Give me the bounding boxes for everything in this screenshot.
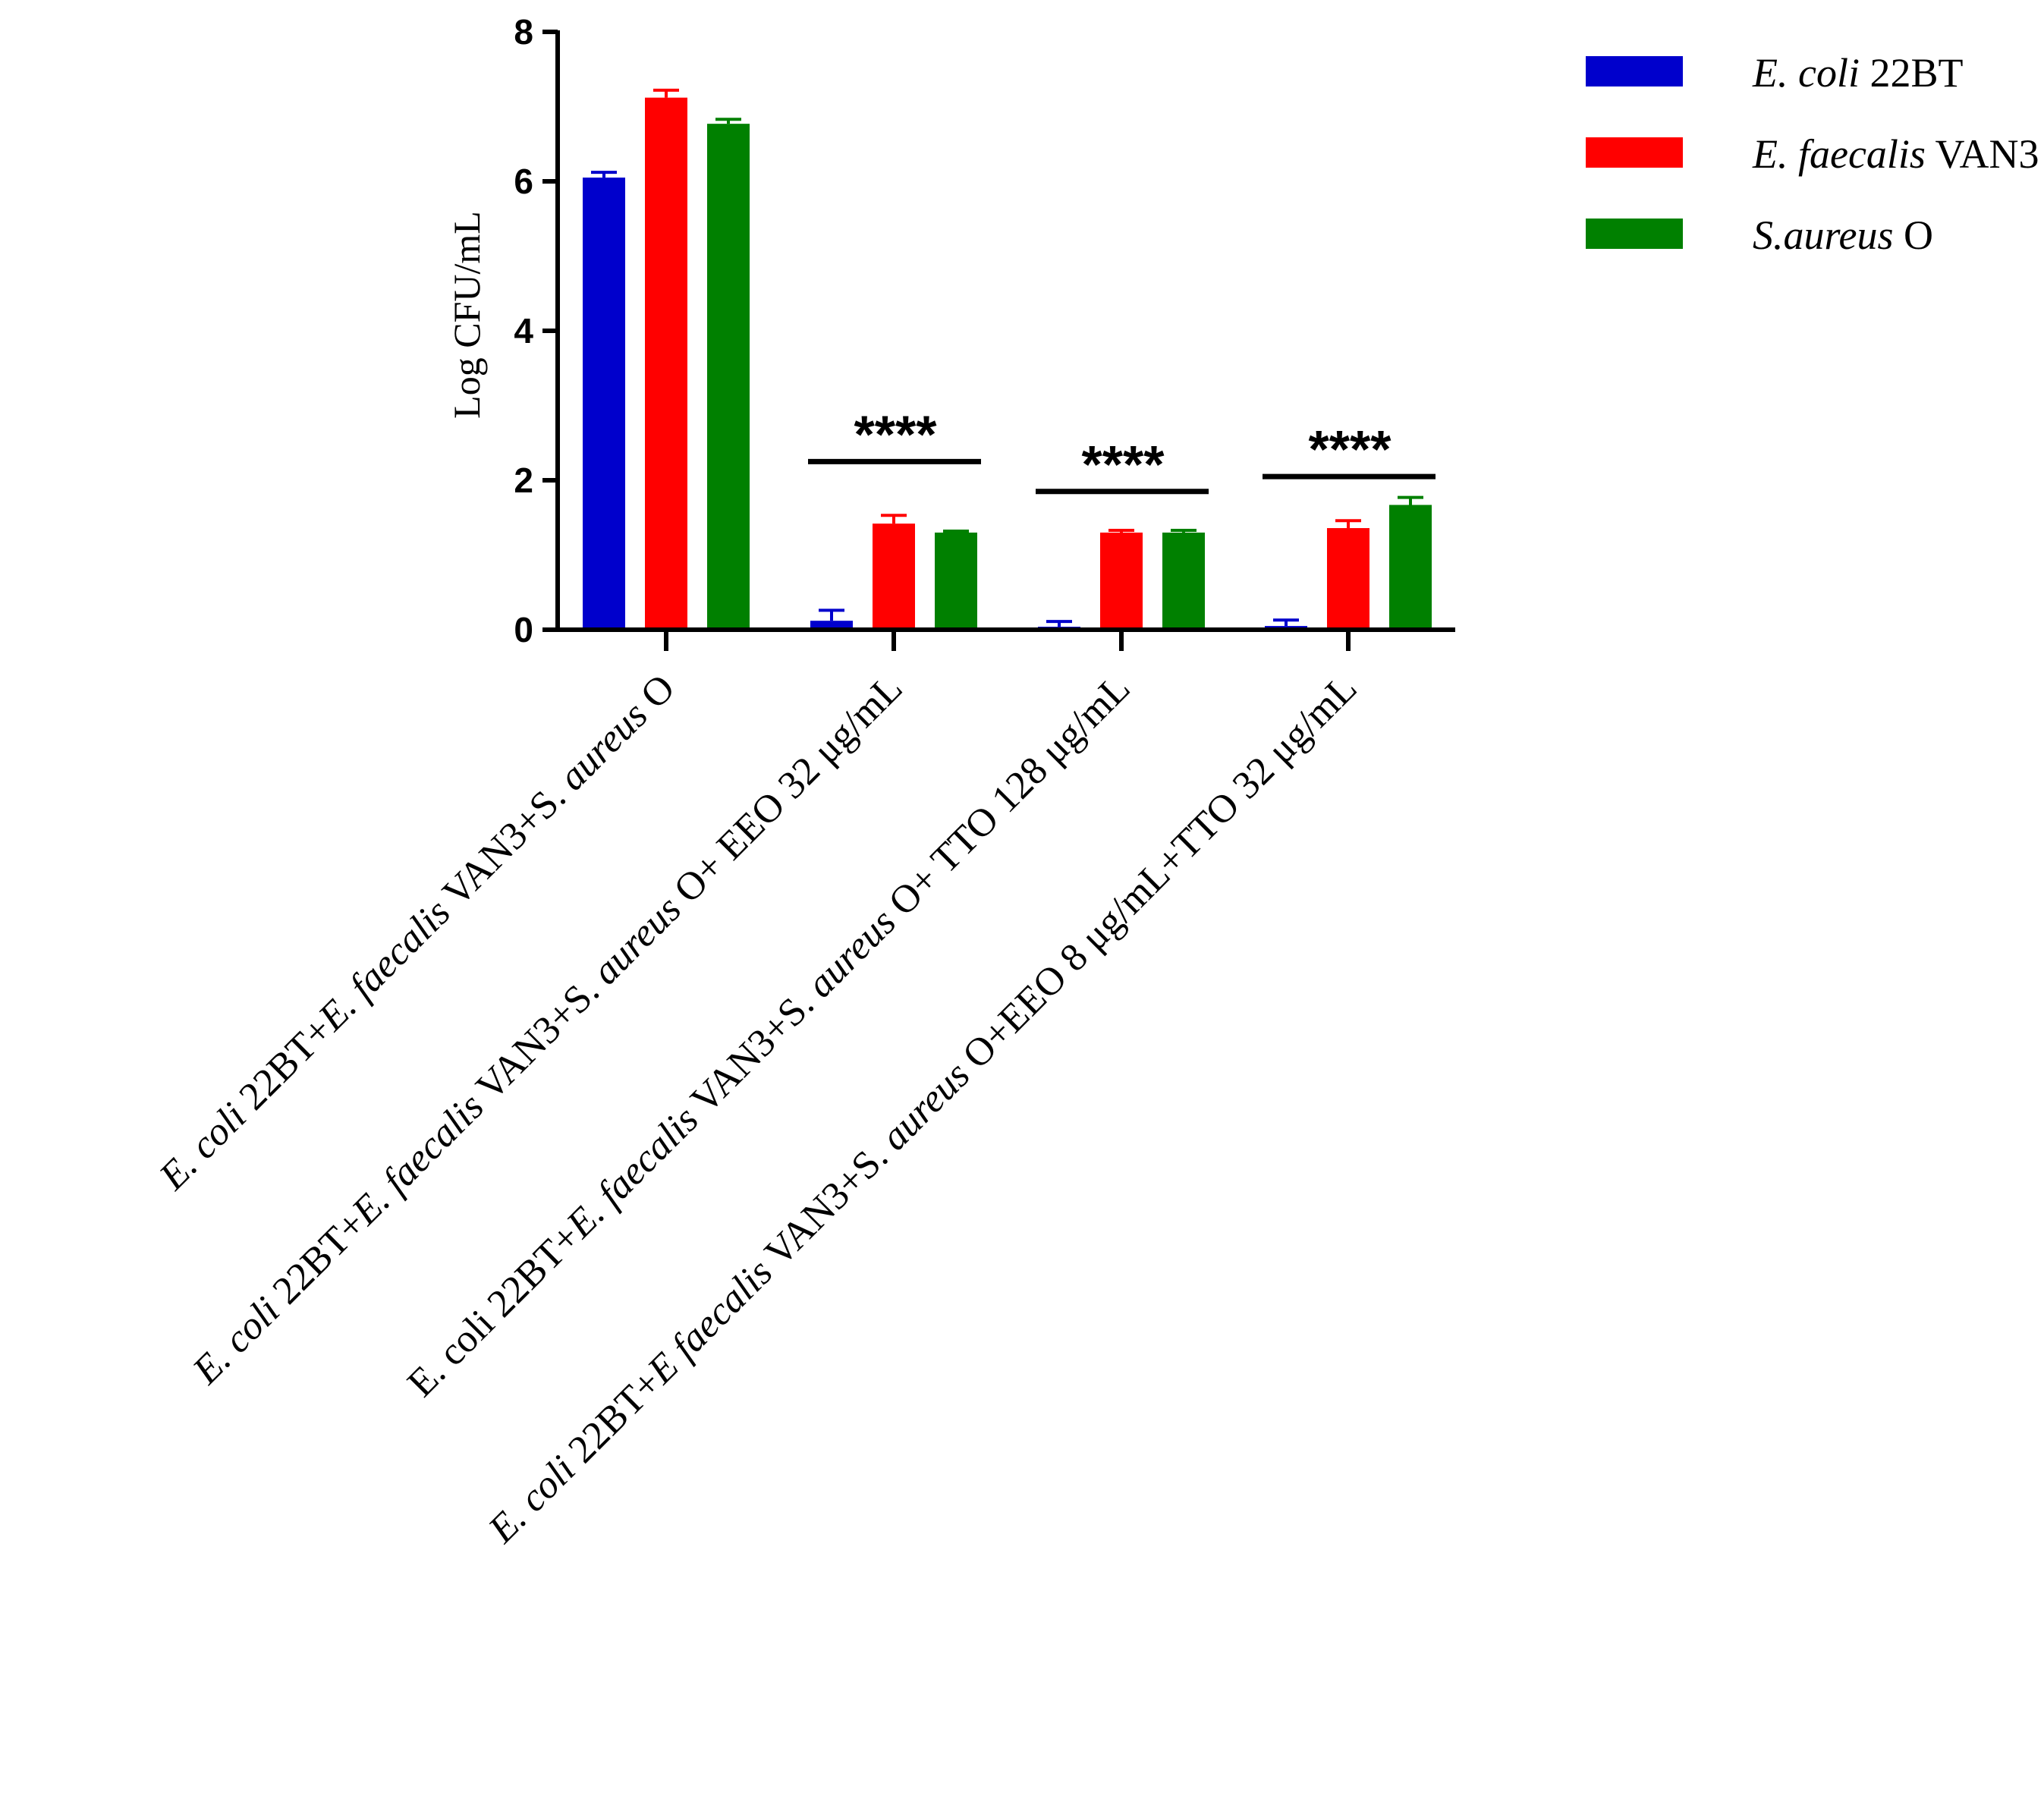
x-tick-label-part: VAN3+S. [750, 1128, 904, 1281]
legend-label: E. faecalis VAN3 [1752, 131, 2039, 177]
significance-label: **** [1082, 435, 1165, 494]
legend-label: E. coli 22BT [1752, 50, 1963, 96]
x-tick-label-part: E. faecalis [343, 1085, 492, 1234]
x-tick-label-part: VAN3+S. [428, 769, 581, 922]
x-tick-label-part: VAN3+S. [676, 976, 829, 1129]
bar [810, 621, 853, 630]
x-tick-label-part: aureus [873, 1053, 978, 1159]
legend-label-italic: E. coli [1752, 50, 1860, 96]
x-tick-label-part: 22BT+ [257, 1203, 374, 1319]
legend-label-italic: E. faecalis [1752, 131, 1926, 177]
y-tick-label: 2 [514, 461, 533, 500]
legend-label-plain: VAN3 [1926, 131, 2039, 177]
bar [1389, 505, 1432, 630]
significance-label: **** [854, 404, 938, 464]
x-tick-label-part: E. faecalis [310, 891, 458, 1039]
x-tick-label: E. coli 22BT+E faecalis VAN3+S. aureus O… [480, 666, 1365, 1552]
y-axis-label: Log CFU/mL [445, 211, 488, 419]
significance-label: **** [1309, 420, 1392, 479]
x-tick-label-part: VAN3+S. [461, 963, 615, 1116]
legend-swatch [1586, 219, 1683, 249]
bar [583, 178, 625, 630]
y-tick-label: 6 [514, 162, 533, 201]
bar [707, 124, 750, 630]
bar [873, 524, 915, 630]
x-tick-label-part: aureus [799, 901, 904, 1006]
bar [1162, 532, 1205, 630]
x-tick-label-part: 22BT+ [224, 1008, 341, 1125]
legend-label-italic: S.aureus [1753, 212, 1894, 258]
x-tick-label-part: O+EEO 8 μg/mL+TTO 32 μg/mL [948, 666, 1365, 1083]
x-tick-label-part: 22BT+ [472, 1215, 589, 1332]
x-tick-label-part: aureus [551, 693, 656, 799]
bar [1327, 528, 1369, 630]
legend-label-plain: 22BT [1860, 50, 1964, 96]
y-tick-label: 0 [514, 610, 533, 649]
x-tick-label-part: E faecalis [639, 1250, 781, 1392]
x-tick-label-part: E. faecalis [558, 1098, 706, 1247]
x-tick-label-part: aureus [584, 888, 690, 993]
bar [935, 532, 977, 630]
bar [1100, 532, 1143, 630]
legend-label-plain: O [1894, 212, 1934, 258]
y-tick-label: 8 [514, 12, 533, 52]
bar [645, 97, 687, 630]
x-tick-label-part: 22BT+ [553, 1362, 670, 1479]
x-tick-label: E. coli 22BT+E. faecalis VAN3+S. aureus … [151, 666, 684, 1199]
y-tick-label: 4 [514, 311, 533, 351]
x-tick-label-part: O+ EEO 32 μg/mL [659, 666, 910, 918]
x-tick-label-part: O+ TTO 128 μg/mL [873, 666, 1138, 931]
legend-label: S.aureus O [1753, 212, 1933, 258]
legend-swatch [1586, 56, 1683, 86]
legend-swatch [1586, 137, 1683, 168]
